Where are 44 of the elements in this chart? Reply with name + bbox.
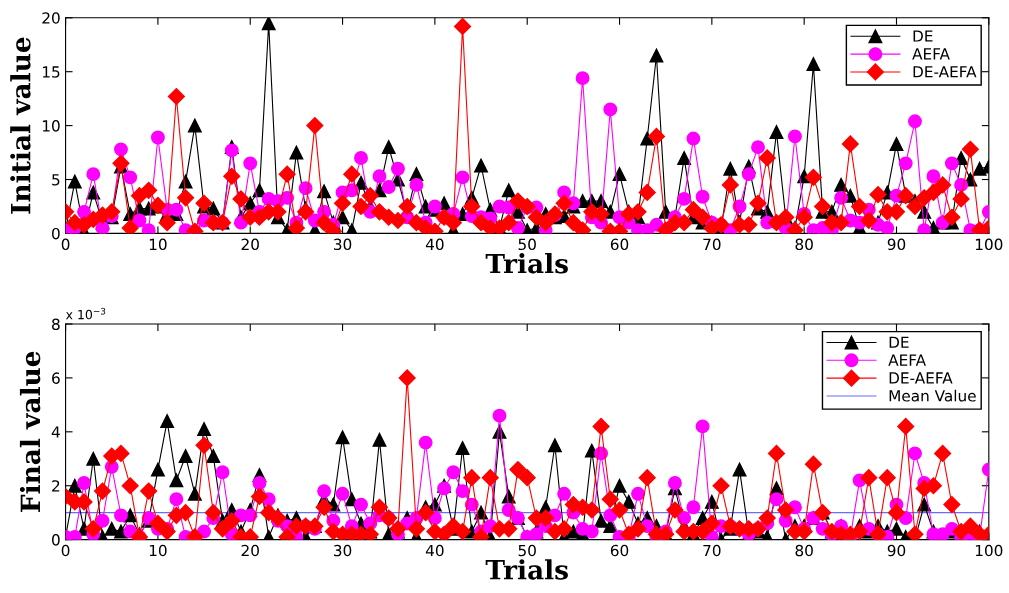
y-tick-label: 8 [52, 318, 60, 331]
x-tick-label: 90 [887, 238, 906, 251]
x-tick-label: 60 [610, 544, 629, 557]
y-tick-label: 10 [42, 120, 60, 132]
x-tick-label: 70 [703, 238, 721, 251]
x-tick-label: 100 [975, 544, 1003, 557]
legend-label: DE-AEFA [889, 372, 953, 384]
x-tick-label: 80 [795, 238, 813, 251]
y-tick-label: 0 [52, 227, 60, 240]
x-tick-label: 30 [334, 238, 352, 251]
y-tick-label: 0 [52, 534, 60, 546]
y-axis-title: Final value [19, 351, 41, 512]
x-tick-label: 40 [425, 544, 444, 557]
x-tick-label: 100 [975, 238, 1003, 251]
x-tick-label: 10 [149, 544, 167, 557]
y-tick-label: 6 [52, 372, 60, 384]
y-tick-label: 20 [42, 12, 60, 24]
legend-label: AEFA [912, 48, 950, 60]
legend-label: DE-AEFA [913, 66, 977, 78]
x-axis-title: Trials [485, 559, 568, 580]
x-tick-label: 0 [61, 238, 70, 251]
x-tick-label: 20 [241, 238, 259, 251]
legend-label: DE [889, 336, 909, 348]
x-tick-label: 10 [149, 238, 167, 251]
x-tick-label: 20 [241, 544, 259, 557]
x-tick-label: 40 [425, 238, 444, 251]
y-tick-label: 4 [51, 426, 60, 438]
y-tick-label: 15 [42, 66, 60, 78]
x-tick-label: 60 [610, 238, 629, 251]
x-tick-label: 30 [334, 544, 352, 557]
x-tick-label: 80 [795, 544, 813, 557]
x-tick-label: 70 [703, 544, 721, 557]
legend-label: AEFA [888, 354, 926, 366]
x-tick-label: 0 [61, 544, 70, 557]
x-axis-title: Trials [485, 253, 568, 274]
y-tick-label: 5 [52, 174, 60, 186]
x-tick-label: 50 [518, 238, 536, 251]
legend-label: Mean Value [889, 389, 976, 402]
text: x 10$^{−3}$ [65, 307, 106, 320]
y-tick-label: 2 [52, 480, 60, 492]
x-tick-label: 50 [518, 544, 536, 557]
y-axis-title: Initial value [10, 37, 31, 214]
x-tick-label: 90 [887, 544, 906, 557]
legend-label: DE [913, 30, 933, 42]
